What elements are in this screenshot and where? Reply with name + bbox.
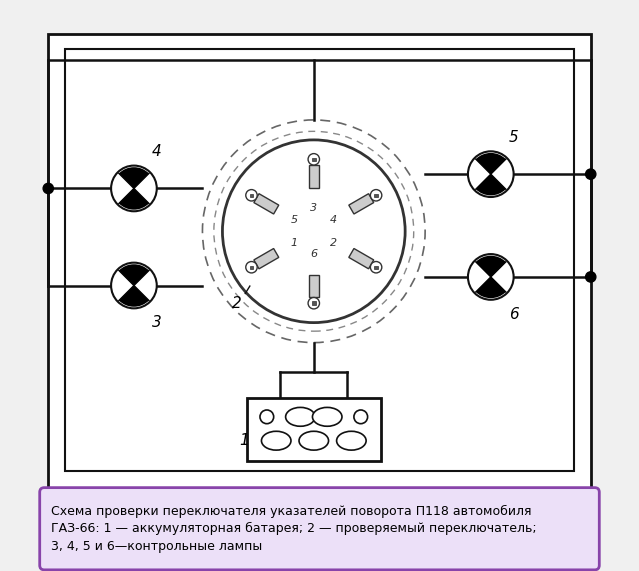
- Circle shape: [308, 154, 320, 165]
- Circle shape: [260, 410, 273, 424]
- Wedge shape: [476, 174, 506, 195]
- Text: 6: 6: [509, 307, 518, 321]
- Circle shape: [371, 262, 382, 273]
- Circle shape: [468, 254, 514, 300]
- Circle shape: [111, 263, 157, 308]
- Ellipse shape: [286, 408, 315, 426]
- Bar: [374, 266, 378, 269]
- Bar: [49, 34, 590, 488]
- Circle shape: [371, 190, 382, 201]
- Circle shape: [585, 272, 596, 282]
- Circle shape: [111, 166, 157, 211]
- Text: 3: 3: [310, 203, 318, 213]
- Ellipse shape: [299, 431, 328, 450]
- Text: 1: 1: [290, 238, 297, 248]
- Text: 2: 2: [330, 238, 337, 248]
- Circle shape: [246, 262, 257, 273]
- Text: 1: 1: [239, 433, 249, 448]
- Circle shape: [203, 120, 425, 343]
- Ellipse shape: [337, 431, 366, 450]
- Text: 4: 4: [330, 215, 337, 225]
- Polygon shape: [349, 194, 374, 214]
- Polygon shape: [349, 248, 374, 269]
- Text: 4: 4: [152, 144, 162, 159]
- Text: 3: 3: [152, 315, 162, 330]
- Wedge shape: [476, 277, 506, 298]
- Bar: [250, 266, 253, 269]
- Circle shape: [308, 297, 320, 309]
- Circle shape: [468, 151, 514, 197]
- Circle shape: [214, 131, 413, 331]
- Polygon shape: [309, 275, 319, 297]
- Wedge shape: [119, 264, 149, 286]
- Text: 2: 2: [232, 296, 242, 311]
- Circle shape: [43, 183, 54, 194]
- Text: 5: 5: [290, 215, 297, 225]
- Wedge shape: [476, 256, 506, 277]
- FancyBboxPatch shape: [40, 488, 599, 570]
- Polygon shape: [254, 248, 279, 269]
- Circle shape: [585, 169, 596, 179]
- Text: Схема проверки переключателя указателей поворота П118 автомобиля
ГАЗ-66: 1 — акк: Схема проверки переключателя указателей …: [51, 505, 537, 553]
- Circle shape: [222, 140, 405, 323]
- Bar: [312, 301, 316, 305]
- Polygon shape: [309, 165, 319, 188]
- Bar: [247, 398, 381, 461]
- Polygon shape: [254, 194, 279, 214]
- Circle shape: [354, 410, 367, 424]
- Ellipse shape: [312, 408, 342, 426]
- Bar: [312, 158, 316, 161]
- Bar: [65, 49, 574, 471]
- Bar: [374, 194, 378, 197]
- Bar: [250, 194, 253, 197]
- Ellipse shape: [261, 431, 291, 450]
- Wedge shape: [119, 286, 149, 307]
- Wedge shape: [119, 167, 149, 188]
- Wedge shape: [476, 153, 506, 174]
- Wedge shape: [119, 188, 149, 210]
- Text: 6: 6: [310, 250, 318, 259]
- Text: 5: 5: [509, 130, 518, 144]
- Circle shape: [246, 190, 257, 201]
